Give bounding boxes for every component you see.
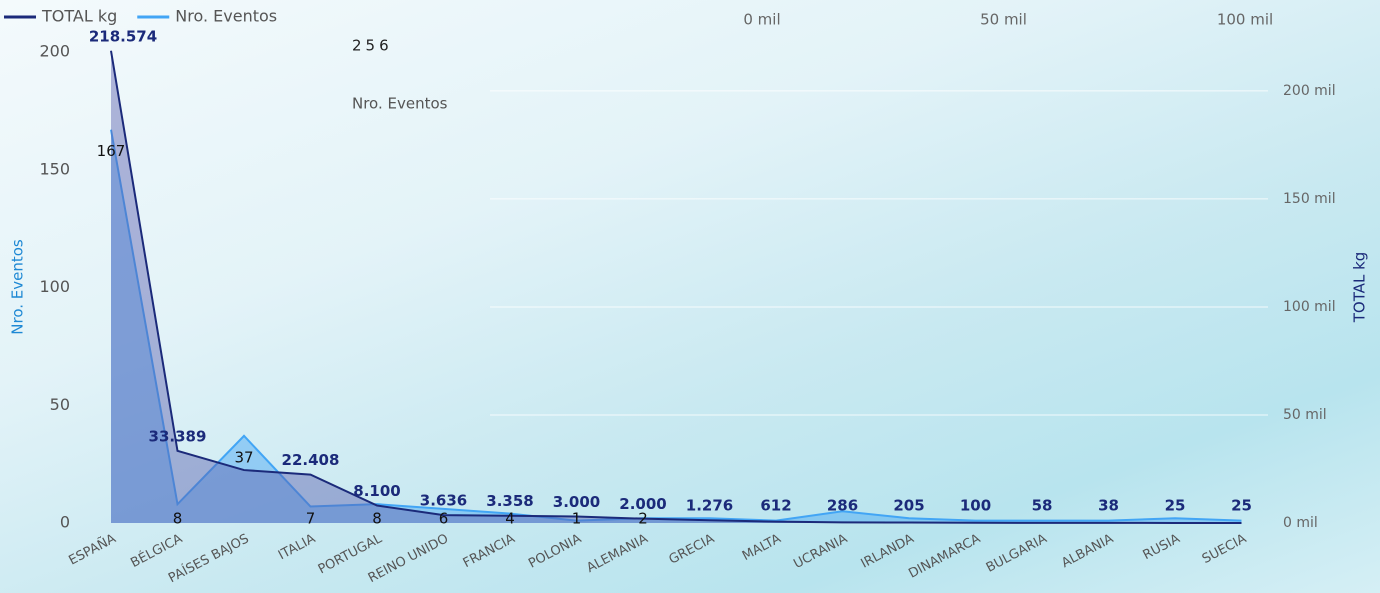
y-tick-label: 0 xyxy=(60,513,70,532)
y2-tick-label: 150 mil xyxy=(1283,191,1336,207)
data-label: 22.408 xyxy=(282,451,340,469)
data-label: 8 xyxy=(372,510,382,528)
x-tick-label: ALEMANIA xyxy=(584,531,650,576)
data-label: 3.000 xyxy=(553,493,600,511)
legend-label: TOTAL kg xyxy=(41,7,117,26)
x-tick-label: DINAMARCA xyxy=(906,531,983,581)
x-tick-label: BULGARIA xyxy=(984,531,1050,575)
data-label: 3.636 xyxy=(420,492,467,510)
data-label: 7 xyxy=(306,510,316,528)
data-label: 6 xyxy=(439,510,449,528)
x-tick-label: BÉLGICA xyxy=(128,530,185,571)
y-tick-label: 50 xyxy=(50,395,70,414)
data-label: 2.000 xyxy=(619,495,666,513)
x-tick-label: RUSIA xyxy=(1141,531,1183,563)
y-tick-label: 200 xyxy=(39,42,70,61)
data-label: 58 xyxy=(1032,497,1053,515)
data-label: 33.389 xyxy=(149,427,207,445)
x-tick-label: ALBANIA xyxy=(1059,531,1116,571)
y-tick-label: 150 xyxy=(39,159,70,178)
x-tick-label: MALTA xyxy=(740,531,784,564)
series-line xyxy=(110,129,1242,522)
data-label: 4 xyxy=(505,510,515,528)
x-tick-label: SUECIA xyxy=(1200,531,1249,567)
y2-tick-label: 50 mil xyxy=(1283,407,1327,423)
x-tick-label: GRECIA xyxy=(667,531,718,567)
data-label: 38 xyxy=(1098,497,1119,515)
top-axis-label: 50 mil xyxy=(980,11,1027,29)
legend-label: Nro. Eventos xyxy=(175,7,277,26)
x-tick-label: UCRANIA xyxy=(791,531,850,572)
y2-tick-label: 100 mil xyxy=(1283,299,1336,315)
data-label: 25 xyxy=(1231,497,1252,515)
area-fill xyxy=(111,50,1242,523)
y2-tick-label: 0 mil xyxy=(1283,515,1318,531)
y-tick-label: 100 xyxy=(39,277,70,296)
data-label: 8 xyxy=(173,510,183,528)
kpi-label: Nro. Eventos xyxy=(352,95,448,113)
x-tick-label: ESPAÑA xyxy=(66,530,119,568)
data-label: 286 xyxy=(827,497,858,515)
data-label: 167 xyxy=(97,142,126,160)
data-label: 218.574 xyxy=(89,27,157,45)
data-label: 205 xyxy=(893,497,924,515)
x-tick-label: FRANCIA xyxy=(461,531,518,571)
y-axis-title: Nro. Eventos xyxy=(9,239,27,335)
data-label: 1 xyxy=(572,510,582,528)
kpi-value: 256 xyxy=(352,37,393,55)
data-label: 1.276 xyxy=(686,497,733,515)
data-label: 25 xyxy=(1165,497,1186,515)
x-tick-label: IRLANDA xyxy=(859,531,917,571)
x-tick-label: POLONIA xyxy=(526,531,584,571)
area-fill xyxy=(111,129,1242,523)
data-label: 2 xyxy=(638,510,648,528)
data-label: 8.100 xyxy=(353,482,400,500)
data-label: 612 xyxy=(760,497,791,515)
data-label: 3.358 xyxy=(486,492,533,510)
y2-tick-label: 200 mil xyxy=(1283,83,1336,99)
top-axis-label: 100 mil xyxy=(1217,11,1273,29)
y2-axis-title: TOTAL kg xyxy=(1351,252,1369,324)
x-tick-label: ITALIA xyxy=(276,531,318,563)
series-line xyxy=(110,50,1242,524)
data-label: 37 xyxy=(234,448,253,466)
top-axis-label: 0 mil xyxy=(743,11,780,29)
data-label: 100 xyxy=(960,497,991,515)
